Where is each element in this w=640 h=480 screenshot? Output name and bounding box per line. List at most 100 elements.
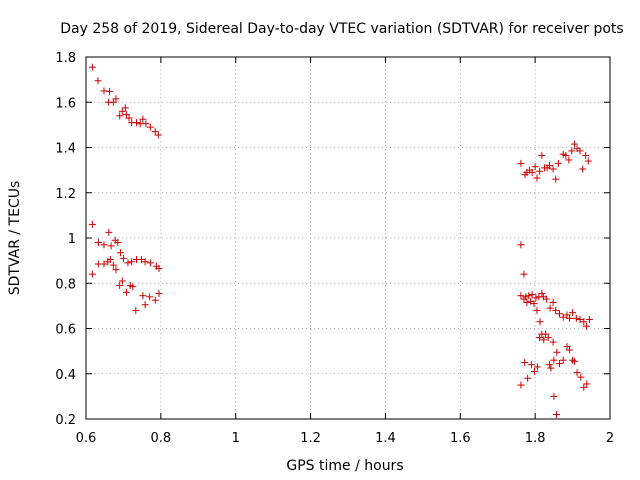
data-point <box>542 295 550 303</box>
data-point <box>137 255 145 263</box>
data-point <box>155 289 163 297</box>
data-point <box>128 258 136 266</box>
data-point <box>146 123 154 131</box>
data-points <box>88 63 593 418</box>
y-tick-label: 0.8 <box>55 277 76 292</box>
data-point <box>139 292 147 300</box>
data-point <box>533 363 541 371</box>
axis-tick-labels: 0.6 0.8 1 1.2 1.4 1.6 1.8 2 0.2 0.4 0.6 0.8 1 1.2 1.4 1… <box>55 51 614 446</box>
data-point <box>94 77 102 85</box>
data-point <box>531 163 539 171</box>
x-tick-label: 1.2 <box>300 431 321 446</box>
y-tick-label: 0.4 <box>55 368 76 383</box>
data-point <box>570 357 578 365</box>
data-point <box>559 313 567 321</box>
data-point <box>530 300 538 308</box>
data-point <box>545 361 553 369</box>
data-point <box>116 249 124 257</box>
data-point <box>585 315 593 323</box>
data-point <box>550 356 558 364</box>
data-point <box>549 338 557 346</box>
data-point <box>569 309 577 317</box>
data-point <box>580 318 588 326</box>
data-point <box>572 314 580 322</box>
data-point <box>582 322 590 330</box>
y-tick-label: 1.2 <box>55 187 76 202</box>
data-point <box>521 358 529 366</box>
data-point <box>118 277 126 285</box>
data-point <box>547 364 555 372</box>
data-point <box>517 292 525 300</box>
data-point <box>527 361 535 369</box>
data-point <box>579 165 587 173</box>
data-point <box>124 259 132 267</box>
data-point <box>576 315 584 323</box>
data-point <box>549 165 557 173</box>
data-point <box>109 261 117 269</box>
x-tick-label: 1.6 <box>450 431 471 446</box>
data-point <box>577 373 585 381</box>
data-point <box>528 291 536 299</box>
data-point <box>568 147 576 155</box>
data-point <box>106 255 114 263</box>
data-point <box>528 168 536 176</box>
data-point <box>545 162 553 170</box>
y-axis-label: SDTVAR / TECUs <box>7 181 23 296</box>
data-point <box>146 293 154 301</box>
data-point <box>532 294 540 302</box>
x-tick-label: 1 <box>232 431 240 446</box>
data-point <box>552 175 560 183</box>
data-point <box>533 306 541 314</box>
data-point <box>517 241 525 249</box>
data-point <box>107 242 115 250</box>
data-point <box>129 283 137 291</box>
y-tick-label: 1.8 <box>55 51 76 66</box>
x-tick-label: 0.6 <box>76 431 97 446</box>
data-point <box>576 147 584 155</box>
y-tick-label: 1 <box>68 232 76 247</box>
data-point <box>550 392 558 400</box>
data-point <box>540 336 548 344</box>
plot-frame <box>85 56 611 420</box>
data-point <box>554 159 562 167</box>
data-point <box>116 112 124 120</box>
y-tick-label: 1.6 <box>55 96 76 111</box>
data-point <box>114 239 122 247</box>
data-point <box>553 348 561 356</box>
data-point <box>106 87 114 95</box>
data-point <box>112 266 120 274</box>
chart-title: Day 258 of 2019, Sidereal Day-to-day VTE… <box>60 21 623 37</box>
data-point <box>142 120 150 128</box>
y-tick-label: 0.6 <box>55 323 76 338</box>
data-point <box>121 104 129 112</box>
data-point <box>565 156 573 164</box>
data-point <box>533 174 541 182</box>
data-point <box>580 383 588 391</box>
data-point <box>525 292 533 300</box>
y-tick-label: 0.2 <box>55 413 76 428</box>
data-point <box>132 306 140 314</box>
data-point <box>133 119 141 127</box>
data-point <box>112 95 120 103</box>
data-point <box>151 296 159 304</box>
x-axis-label: GPS time / hours <box>286 458 403 474</box>
data-point <box>544 334 552 342</box>
x-tick-label: 1.4 <box>375 431 396 446</box>
data-point <box>549 298 557 306</box>
data-point <box>552 306 560 314</box>
data-point <box>523 298 531 306</box>
data-point <box>522 293 530 301</box>
data-point <box>555 360 563 368</box>
data-point <box>538 289 546 297</box>
data-point <box>88 270 96 278</box>
data-point <box>517 159 525 167</box>
data-point <box>562 151 570 159</box>
data-point <box>569 356 577 364</box>
data-point <box>141 301 149 309</box>
y-tick-label: 1.4 <box>55 142 76 157</box>
data-point <box>100 241 108 249</box>
data-point <box>125 114 133 122</box>
data-point <box>555 310 563 318</box>
data-point <box>524 374 532 382</box>
